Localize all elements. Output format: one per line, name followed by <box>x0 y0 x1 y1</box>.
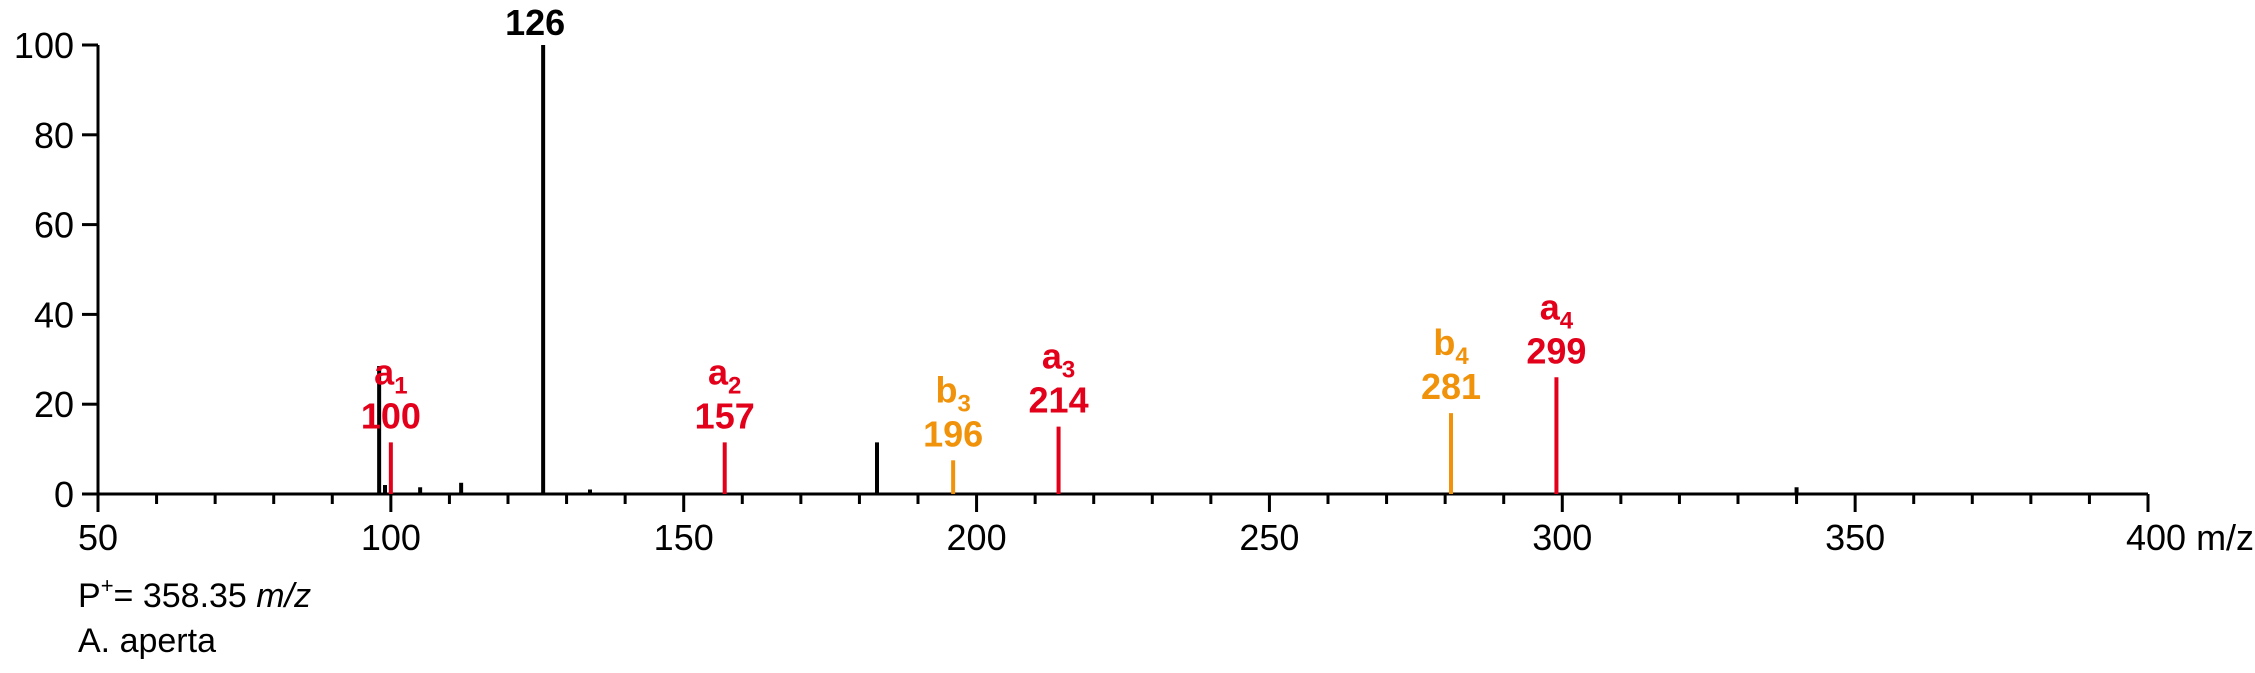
ion-name-label: a4 <box>1540 286 1574 334</box>
precursor-symbol: P <box>78 577 101 615</box>
ion-name-label: b4 <box>1433 322 1469 370</box>
ion-name-label: a3 <box>1042 336 1075 384</box>
x-tick-label: 400 m/z <box>2126 517 2254 558</box>
precursor-unit: m/z <box>256 577 312 615</box>
peak-value-label: 157 <box>695 395 755 436</box>
y-tick-label: 60 <box>34 205 74 246</box>
x-tick-label: 300 <box>1532 517 1592 558</box>
precursor-value: = 358.35 <box>113 577 257 615</box>
species-caption: A. aperta <box>78 622 216 660</box>
x-tick-label: 250 <box>1239 517 1299 558</box>
peak-value-label: 196 <box>923 413 983 454</box>
y-tick-label: 80 <box>34 115 74 156</box>
y-tick-label: 0 <box>54 474 74 515</box>
x-tick-label: 50 <box>78 517 118 558</box>
ion-name-label: a1 <box>374 351 407 399</box>
peak-value-label: 214 <box>1029 380 1089 421</box>
peak-value-label: 126 <box>505 2 565 43</box>
y-tick-label: 100 <box>14 25 74 66</box>
ion-name-label: b3 <box>935 369 970 417</box>
peak-value-label: 281 <box>1421 366 1481 407</box>
precursor-caption: P+= 358.35 m/z <box>78 573 311 616</box>
peak-value-label: 299 <box>1526 330 1586 371</box>
axes: 50 100 150 200 250 300 350 400 m/z 0 20 40 60 80 100 <box>14 25 2254 558</box>
x-tick-label: 150 <box>654 517 714 558</box>
x-tick-label: 100 <box>361 517 421 558</box>
y-tick-label: 20 <box>34 384 74 425</box>
x-tick-label: 200 <box>947 517 1007 558</box>
peak-value-label: 100 <box>361 395 421 436</box>
peaks <box>377 45 1799 494</box>
x-tick-label: 350 <box>1825 517 1885 558</box>
y-tick-label: 40 <box>34 294 74 335</box>
precursor-charge: + <box>100 573 114 598</box>
ion-name-label: a2 <box>708 351 741 399</box>
